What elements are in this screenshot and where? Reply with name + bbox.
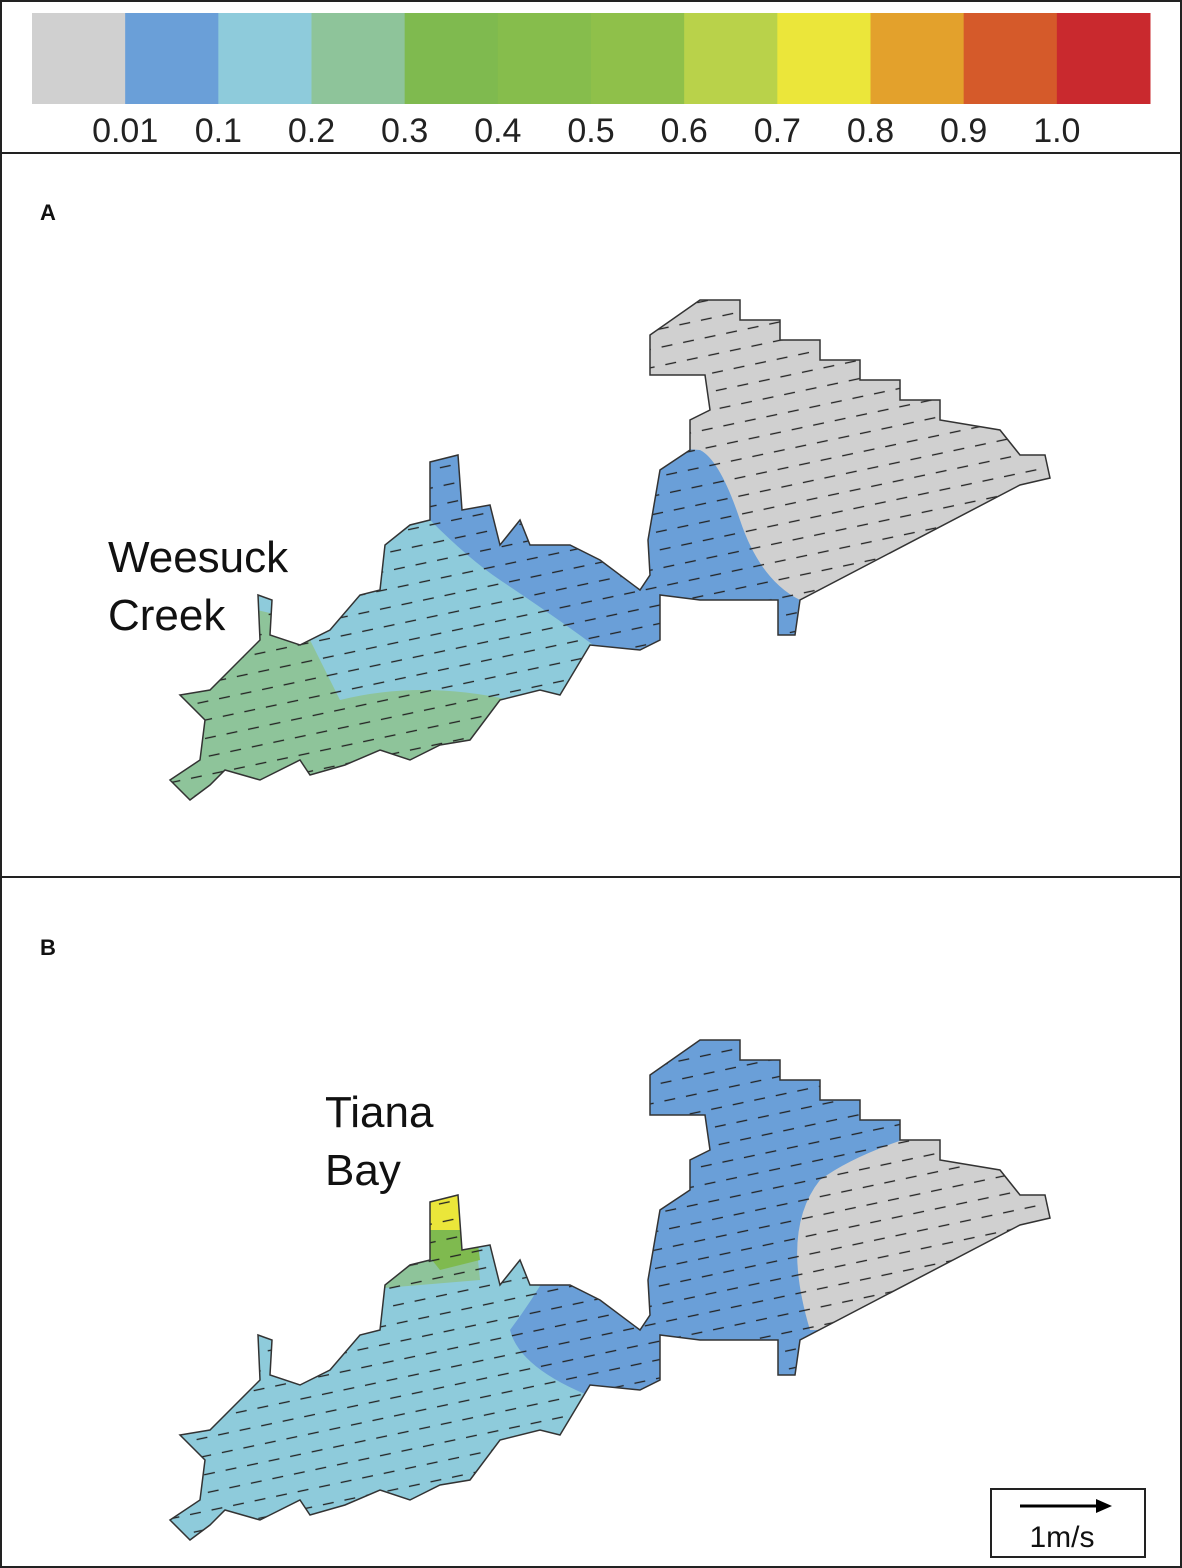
map-b	[170, 1040, 1050, 1540]
color-block	[684, 13, 778, 104]
colorbar-label: 0.7	[754, 112, 801, 150]
scale-label: 1m/s	[1029, 1521, 1094, 1554]
colorbar-label: 0.3	[381, 112, 428, 150]
colorbar-label: 0.8	[847, 112, 894, 150]
colorbar: 0.01 0.1 0.2 0.3 0.4 0.5 0.6 0.7 0.8 0.9 1.0	[32, 13, 1151, 150]
color-block	[125, 13, 219, 104]
color-block	[963, 13, 1058, 104]
panel-letter: A	[40, 200, 56, 225]
color-block	[218, 13, 312, 104]
color-block	[311, 13, 406, 104]
place-label: Weesuck	[108, 533, 289, 582]
place-label: Tiana	[325, 1088, 434, 1137]
color-block	[32, 13, 126, 104]
colorbar-label: 0.9	[940, 112, 987, 150]
place-label: Creek	[108, 591, 226, 640]
colorbar-label: 1.0	[1033, 112, 1080, 150]
colorbar-label: 0.5	[567, 112, 614, 150]
color-block	[870, 13, 965, 104]
colorbar-label: 0.1	[195, 112, 242, 150]
color-block	[404, 13, 499, 104]
panel-letter: B	[40, 935, 56, 960]
color-block	[777, 13, 871, 104]
colorbar-label: 0.2	[288, 112, 335, 150]
color-block	[1056, 13, 1151, 104]
place-label: Bay	[325, 1146, 401, 1195]
color-block	[591, 13, 685, 104]
colorbar-label: 0.4	[474, 112, 521, 150]
map-a	[170, 300, 1050, 800]
colorbar-label: 0.6	[661, 112, 708, 150]
scale-arrowhead	[1096, 1499, 1112, 1513]
colorbar-label: 0.01	[92, 112, 158, 150]
color-block	[497, 13, 592, 104]
scale-box	[990, 1488, 1146, 1558]
